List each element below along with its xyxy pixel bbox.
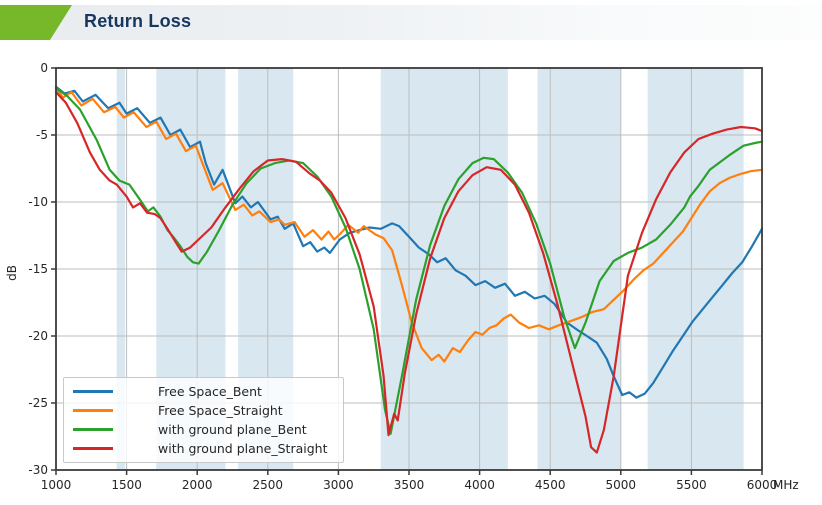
x-tick-label: 4000 xyxy=(464,478,495,492)
legend-item: with ground plane_Bent xyxy=(68,420,343,439)
series-line-free-space-straight xyxy=(54,86,764,363)
y-tick-label: -20 xyxy=(28,329,48,343)
legend-label: with ground plane_Bent xyxy=(158,422,307,437)
x-tick-label: 1000 xyxy=(41,478,72,492)
gridlines xyxy=(56,68,762,470)
x-tick-label: 6000 xyxy=(747,478,778,492)
legend-label: Free Space_Bent xyxy=(158,384,262,399)
series-line-free-space-bent xyxy=(54,85,764,399)
x-tick-label: 2500 xyxy=(253,478,284,492)
x-axis-unit-label: MHz xyxy=(773,478,799,492)
x-tick-label: 3500 xyxy=(394,478,425,492)
legend-item: Free Space_Bent xyxy=(68,382,343,401)
legend-swatch xyxy=(73,428,113,431)
legend-swatch xyxy=(73,390,113,393)
y-tick-label: -30 xyxy=(28,463,48,477)
legend-swatch xyxy=(73,409,113,412)
x-tick-label: 5500 xyxy=(676,478,707,492)
axis-ticks: 1000 1500 2000 2500 3000 3500 4000 4500 5000 5500… xyxy=(28,61,777,492)
y-tick-label: -10 xyxy=(28,195,48,209)
y-tick-label: -15 xyxy=(28,262,48,276)
series-line-with-ground-plane-bent xyxy=(54,86,764,435)
legend-item: Free Space_Straight xyxy=(68,401,343,420)
header-bar xyxy=(0,5,822,40)
y-tick-label: 0 xyxy=(40,61,48,75)
x-tick-label: 2000 xyxy=(182,478,213,492)
y-tick-label: -25 xyxy=(28,396,48,410)
x-tick-label: 5000 xyxy=(606,478,637,492)
page-title: Return Loss xyxy=(84,11,192,31)
legend-swatch xyxy=(73,447,113,450)
series-lines xyxy=(54,85,764,454)
legend-item: with ground plane_Straight xyxy=(68,439,343,458)
legend-label: with ground plane_Straight xyxy=(158,441,328,456)
x-tick-label: 4500 xyxy=(535,478,566,492)
legend-label: Free Space_Straight xyxy=(158,403,283,418)
series-line-with-ground-plane-straight xyxy=(54,90,764,454)
y-tick-label: -5 xyxy=(36,128,48,142)
x-tick-label: 3000 xyxy=(323,478,354,492)
x-tick-label: 1500 xyxy=(111,478,142,492)
y-axis-label: dB xyxy=(5,265,19,281)
